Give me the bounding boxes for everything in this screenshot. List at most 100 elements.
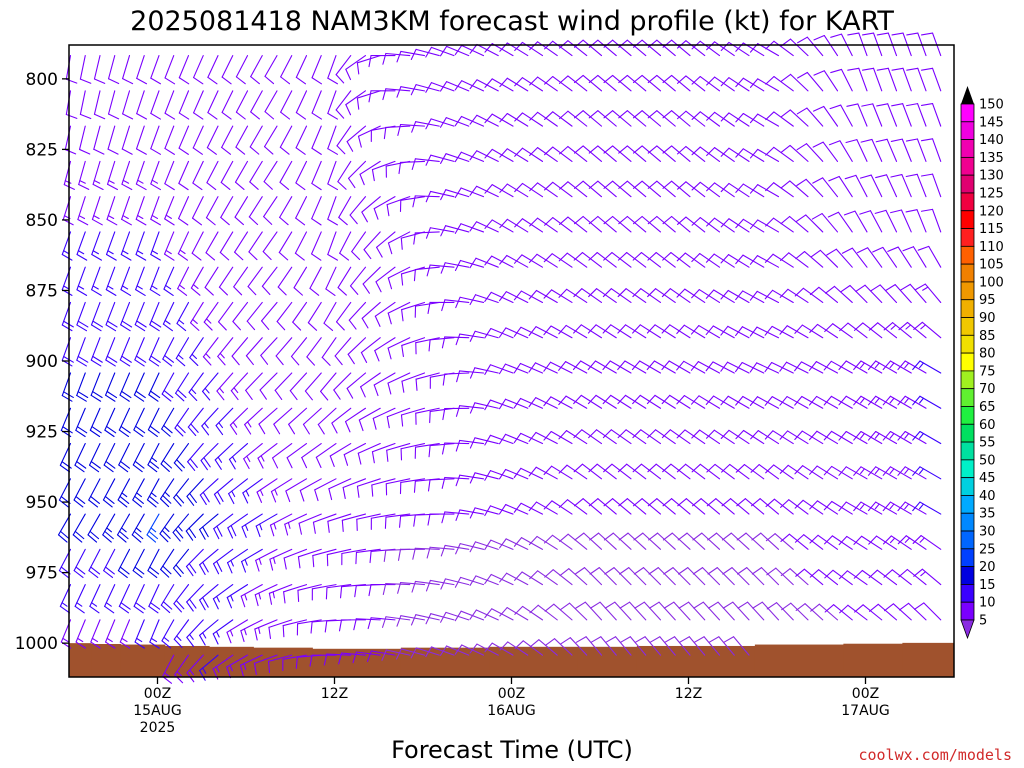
wind-barb	[174, 407, 190, 437]
wind-barb	[326, 548, 352, 567]
wind-barb	[528, 501, 558, 515]
barb-shaft	[415, 614, 440, 621]
wind-barb	[559, 533, 588, 550]
x-tick-label: 15AUG	[133, 703, 182, 719]
barb-shaft	[356, 478, 381, 487]
barb-flag	[588, 463, 598, 473]
barb-flag	[720, 289, 729, 300]
wind-barb	[387, 231, 411, 255]
barb-shaft	[553, 638, 573, 656]
barb-flag	[106, 320, 118, 328]
barb-flag	[349, 214, 358, 225]
wind-barb	[387, 337, 411, 360]
wind-barb	[779, 288, 809, 304]
barb-shaft	[641, 498, 662, 515]
barb-shaft	[597, 74, 617, 92]
wind-barb	[131, 513, 145, 543]
wind-barb	[853, 535, 883, 550]
barb-flag	[499, 148, 508, 158]
colorbar-label: 100	[979, 275, 1004, 290]
barb-flag	[191, 252, 202, 261]
x-tick-label: 00Z	[852, 686, 879, 702]
wind-barb	[248, 231, 263, 261]
barb-flag	[898, 321, 909, 331]
barb-flag	[232, 320, 241, 331]
barb-flag	[410, 48, 417, 61]
barb-flag	[327, 218, 338, 226]
wind-barb	[838, 466, 868, 480]
barb-flag	[189, 458, 198, 468]
barb-shaft	[295, 160, 308, 184]
wind-barb	[646, 394, 676, 409]
barb-flag	[750, 498, 761, 507]
barb-flag	[588, 429, 598, 439]
barb-flag	[410, 614, 417, 626]
wind-barb	[215, 407, 234, 436]
wind-barb	[544, 638, 573, 656]
barb-shaft	[846, 535, 868, 550]
barb-shaft	[686, 532, 706, 550]
barb-shaft	[902, 103, 912, 127]
barb-shaft	[728, 429, 750, 445]
barb-shaft	[685, 463, 706, 480]
barb-flag	[708, 636, 720, 643]
barb-half-flag	[205, 353, 211, 359]
barb-shaft	[565, 361, 588, 374]
barb-shaft	[537, 570, 558, 586]
wind-barb	[425, 82, 455, 93]
barb-half-flag	[889, 432, 895, 439]
barb-flag	[213, 528, 220, 540]
barb-flag	[588, 74, 599, 84]
barb-flag	[396, 86, 402, 98]
barb-flag	[121, 355, 132, 363]
barb-flag	[351, 251, 361, 261]
wind-barb	[632, 215, 662, 233]
barb-shaft	[164, 125, 175, 149]
wind-barb	[513, 432, 544, 445]
barb-flag	[574, 567, 586, 575]
wind-barb	[838, 360, 868, 374]
barb-shaft	[641, 145, 662, 162]
barb-flag	[589, 532, 600, 541]
barb-flag	[164, 218, 175, 226]
wind-barb	[811, 212, 839, 233]
barb-shaft	[260, 337, 278, 356]
barb-shaft	[536, 535, 558, 550]
wind-barb	[132, 442, 145, 473]
barb-flag	[590, 636, 602, 643]
barb-shaft	[249, 125, 263, 148]
barb-shaft	[773, 217, 794, 233]
wind-barb	[218, 301, 234, 331]
barb-shaft	[193, 90, 204, 114]
barb-flag	[573, 429, 583, 439]
barb-shaft	[304, 372, 322, 392]
barb-flag	[59, 530, 70, 540]
barb-half-flag	[919, 432, 924, 439]
wind-barb	[134, 337, 147, 367]
wind-barb	[76, 301, 89, 332]
wind-barb	[795, 603, 824, 621]
barb-half-flag	[77, 285, 85, 290]
wind-barb	[736, 498, 765, 515]
barb-flag	[794, 499, 804, 509]
barb-shaft	[347, 160, 367, 179]
barb-flag	[735, 254, 744, 265]
wind-barb	[282, 619, 308, 638]
colorbar-label: 70	[979, 382, 996, 397]
wind-barb	[779, 396, 809, 409]
barb-flag	[558, 430, 568, 440]
barb-flag	[134, 460, 145, 469]
wind-barb	[469, 185, 499, 198]
wind-barb	[558, 252, 588, 268]
barb-flag	[830, 68, 843, 74]
barb-flag	[604, 601, 616, 609]
barb-flag	[76, 289, 88, 296]
barb-shaft	[773, 146, 794, 162]
barb-flag	[838, 535, 848, 546]
wind-barb	[648, 532, 676, 550]
barb-flag	[425, 46, 432, 58]
barb-shaft	[321, 337, 337, 358]
barb-shaft	[566, 288, 588, 304]
barb-flag	[120, 253, 132, 261]
barb-shaft	[206, 160, 219, 184]
